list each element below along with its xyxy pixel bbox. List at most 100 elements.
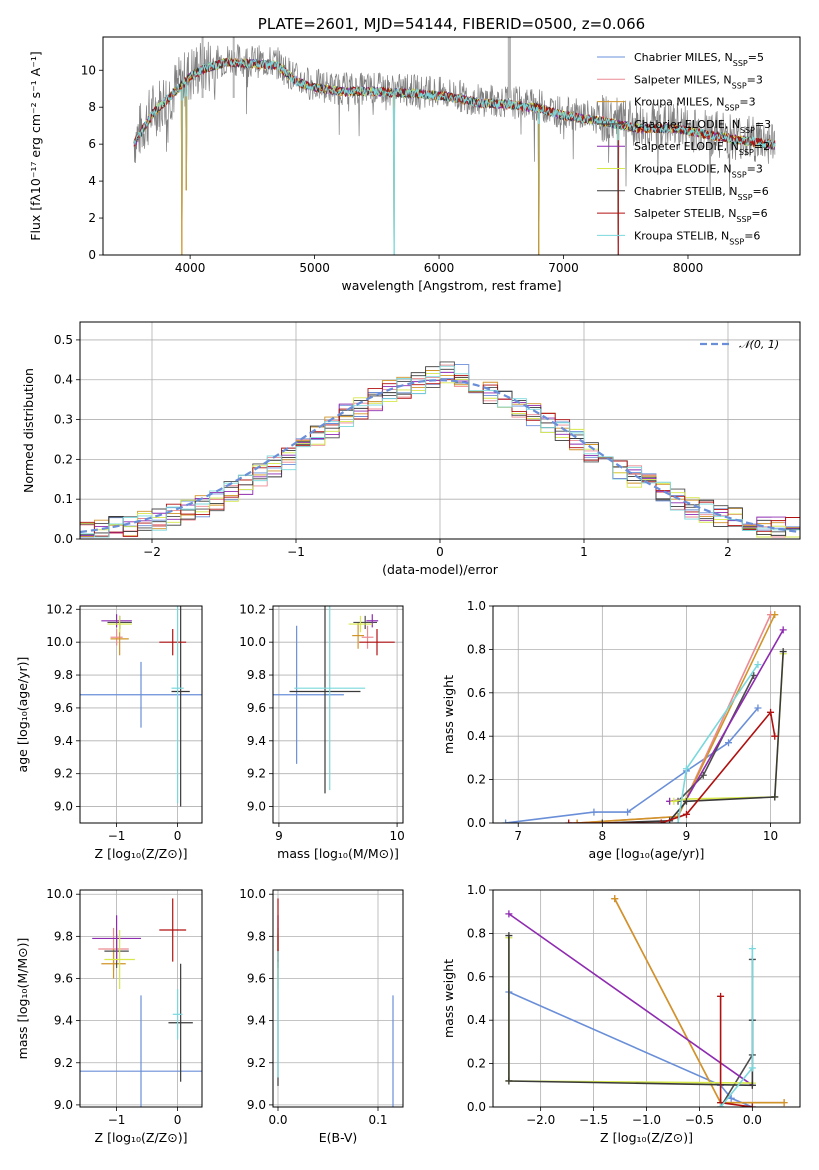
axes-frame — [79, 605, 203, 824]
marker-chabrier_miles — [725, 739, 733, 747]
y-tick-label: 0.3 — [54, 413, 73, 427]
series-kroupa_miles — [577, 614, 776, 823]
series-salpeter_miles — [577, 614, 772, 823]
marker-salpeter_stelib — [682, 810, 690, 818]
y-axis-label: mass [log₁₀(M/M⊙)] — [15, 938, 30, 1060]
marker-kroupa_stelib — [682, 765, 690, 773]
y-axis-label: mass weight — [441, 675, 456, 754]
legend-label: Chabrier ELODIE, NSSP=3 — [634, 118, 771, 134]
y-axis-label: Normed distribution — [21, 368, 36, 493]
y-tick-label: 10.0 — [239, 887, 266, 901]
legend-label: Salpeter STELIB, NSSP=6 — [634, 207, 768, 224]
legend-label: 𝒩(0, 1) — [739, 338, 779, 351]
errorbar-kroupa_stelib — [294, 606, 366, 791]
plot-area — [277, 898, 394, 1107]
y-tick-label: 0.0 — [467, 816, 486, 830]
x-tick-label: 2 — [724, 545, 732, 559]
errorbar-kroupa_stelib — [172, 989, 183, 1040]
errorbar-kroupa_stelib — [171, 606, 184, 804]
marker-chabrier_stelib — [505, 932, 513, 940]
model-spectrum-kroupa_stelib — [133, 56, 776, 255]
y-tick-label: 9.8 — [54, 668, 73, 682]
y-tick-label: 9.8 — [247, 929, 266, 943]
marker-chabrier_miles — [754, 704, 762, 712]
y-tick-label: 9.8 — [247, 668, 266, 682]
y-tick-label: 0.1 — [54, 492, 73, 506]
marker-kroupa_stelib — [717, 1103, 725, 1107]
y-tick-label: 0.2 — [467, 773, 486, 787]
errorbar-salpeter_miles — [110, 629, 123, 646]
x-axis-label: wavelength [Angstrom, rest frame] — [341, 278, 561, 293]
y-tick-label: 10.0 — [46, 635, 73, 649]
y-tick-label: 10.0 — [46, 887, 73, 901]
errorbar-salpeter_stelib — [359, 629, 395, 656]
marker-kroupa_stelib — [748, 945, 756, 953]
marker-salpeter_stelib — [771, 732, 779, 740]
y-tick-label: 10.0 — [239, 635, 266, 649]
marker-kroupa_miles — [573, 819, 581, 823]
normal-curve — [80, 379, 800, 534]
x-tick-label: −1 — [287, 545, 305, 559]
x-tick-label: 5000 — [299, 261, 330, 275]
plot-area — [80, 606, 202, 807]
y-tick-label: 0.6 — [467, 970, 486, 984]
series-kroupa_elodie — [673, 653, 784, 803]
y-tick-label: 10.2 — [46, 602, 73, 616]
plot-area — [80, 361, 800, 539]
y-tick-label: 9.6 — [247, 971, 266, 985]
x-axis-label: (data-model)/error — [382, 562, 499, 577]
marker-chabrier_miles — [624, 808, 632, 816]
x-axis-label: Z [log₁₀(Z/Z⊙)] — [600, 1130, 693, 1145]
errorbar-salpeter_elodie — [92, 915, 141, 962]
errorbar-salpeter_stelib — [159, 898, 187, 962]
y-tick-label: 4 — [88, 174, 96, 188]
marker-salpeter_elodie — [779, 626, 787, 634]
x-tick-label: 0.1 — [368, 1113, 387, 1127]
marker-kroupa_stelib — [754, 661, 762, 669]
x-tick-label: 1 — [580, 545, 588, 559]
y-tick-label: 0.5 — [54, 333, 73, 347]
y-tick-label: 9.2 — [247, 1056, 266, 1070]
marker-chabrier_miles — [590, 808, 598, 816]
y-tick-label: 9.4 — [247, 734, 266, 748]
x-axis-label: mass [log₁₀(M/M⊙)] — [277, 846, 399, 861]
panel-spectrum: 4000 5000 6000 7000 8000 0 2 4 6 8 10 wavelength [A… — [28, 15, 801, 293]
y-tick-label: 1.0 — [467, 599, 486, 613]
model-spectrum-salpeter_stelib — [133, 57, 776, 150]
marker-kroupa_miles — [780, 1099, 788, 1107]
y-tick-label: 9.4 — [54, 734, 73, 748]
y-tick-label: 0.2 — [467, 1057, 486, 1071]
panel-weight_vs_age: 7 8 9 10 0.0 0.2 0.4 0.6 0.8 1.0 age [log₁₀(age/yr… — [441, 599, 801, 861]
y-tick-label: 9.0 — [54, 800, 73, 814]
y-tick-label: 10.2 — [239, 602, 266, 616]
plot-area — [133, 37, 776, 255]
x-tick-label: 0 — [436, 545, 444, 559]
legend-label: Kroupa ELODIE, NSSP=3 — [634, 163, 763, 180]
marker-chabrier_miles — [727, 1094, 735, 1102]
errorbar-salpeter_miles — [361, 625, 374, 649]
y-tick-label: 9.6 — [54, 701, 73, 715]
panel-mass_vs_z: −1 0 9.0 9.2 9.4 9.6 9.8 10.0 Z [log₁₀(Z/Z⊙)] mas… — [15, 887, 203, 1145]
x-tick-label: 0.0 — [268, 1113, 287, 1127]
y-tick-label: 1.0 — [467, 883, 486, 897]
marker-chabrier_stelib — [598, 819, 606, 823]
axes-frame — [492, 605, 801, 824]
y-tick-label: 0.0 — [54, 532, 73, 546]
x-tick-label: −0.5 — [685, 1113, 714, 1127]
errorbar-chabrier_stelib — [168, 963, 193, 1082]
marker-salpeter_stelib — [748, 1103, 756, 1107]
y-tick-label: 9.0 — [54, 1098, 73, 1112]
errorbar-chabrier_elodie — [353, 615, 377, 630]
errorbar-salpeter_stelib — [159, 629, 187, 656]
x-tick-label: 10 — [763, 829, 778, 843]
marker-salpeter_stelib — [657, 819, 665, 823]
y-tick-label: 9.2 — [54, 1056, 73, 1070]
panel-age_vs_mass: 9 10 9.0 9.2 9.4 9.6 9.8 10.0 10.2 mass [log₁₀(M/… — [239, 602, 404, 861]
x-axis-label: E(B-V) — [319, 1130, 358, 1145]
marker-chabrier_stelib — [682, 797, 690, 805]
errorbar-salpeter_elodie — [366, 614, 379, 628]
series-chabrier_miles — [505, 707, 759, 823]
y-axis-label: mass weight — [441, 959, 456, 1038]
y-tick-label: 0 — [88, 248, 96, 262]
